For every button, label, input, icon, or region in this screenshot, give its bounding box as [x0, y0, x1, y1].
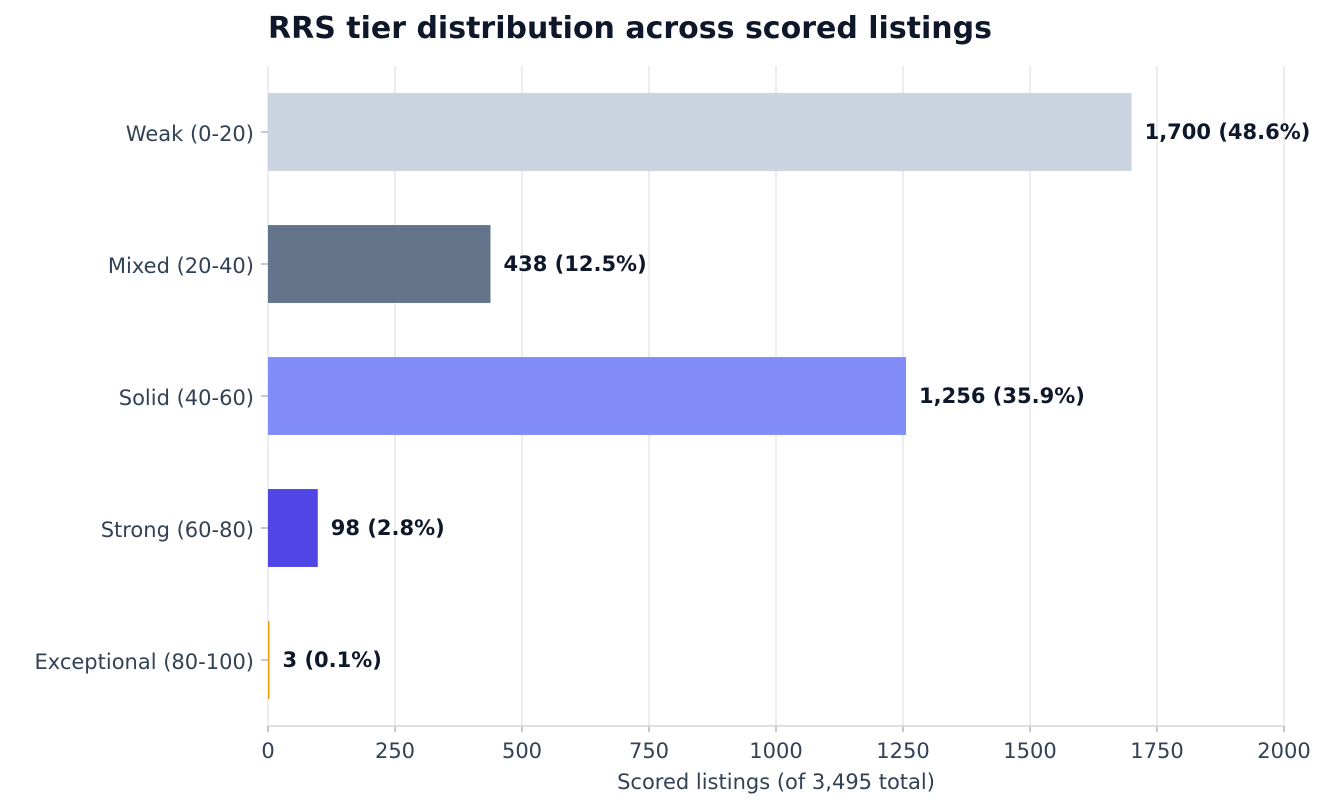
y-tick-label: Weak (0-20) — [126, 122, 254, 146]
bar — [268, 93, 1132, 171]
data-label: 98 (2.8%) — [331, 516, 445, 540]
bar — [268, 621, 270, 699]
bar — [268, 225, 491, 303]
data-label: 1,256 (35.9%) — [919, 384, 1085, 408]
data-label: 1,700 (48.6%) — [1145, 120, 1311, 144]
data-label: 438 (12.5%) — [504, 252, 647, 276]
x-tick-label: 500 — [502, 739, 542, 763]
bar — [268, 357, 907, 435]
x-tick-label: 1250 — [876, 739, 929, 763]
chart-title: RRS tier distribution across scored list… — [268, 11, 992, 46]
y-tick-label: Strong (60-80) — [101, 518, 254, 542]
x-tick-label: 1500 — [1003, 739, 1056, 763]
bars: 1,700 (48.6%) 438 (12.5%) 1,256 (35.9%) 98 … — [268, 93, 1310, 699]
x-tick-label: 750 — [629, 739, 669, 763]
data-label: 3 (0.1%) — [283, 648, 382, 672]
x-axis-label: Scored listings (of 3,495 total) — [617, 770, 935, 794]
x-tick-label: 1750 — [1130, 739, 1183, 763]
bar — [268, 489, 318, 567]
x-tick-label: 2000 — [1257, 739, 1310, 763]
x-tick-label: 250 — [375, 739, 415, 763]
y-tick-label: Exceptional (80-100) — [35, 650, 255, 674]
x-axis: 0 250 500 750 1000 1250 1500 1750 2000 — [261, 725, 1311, 763]
y-tick-label: Mixed (20-40) — [108, 254, 254, 278]
x-tick-label: 0 — [261, 739, 274, 763]
y-tick-label: Solid (40-60) — [119, 386, 254, 410]
x-tick-label: 1000 — [749, 739, 802, 763]
y-axis: Weak (0-20) Mixed (20-40) Solid (40-60) Str… — [35, 122, 268, 674]
